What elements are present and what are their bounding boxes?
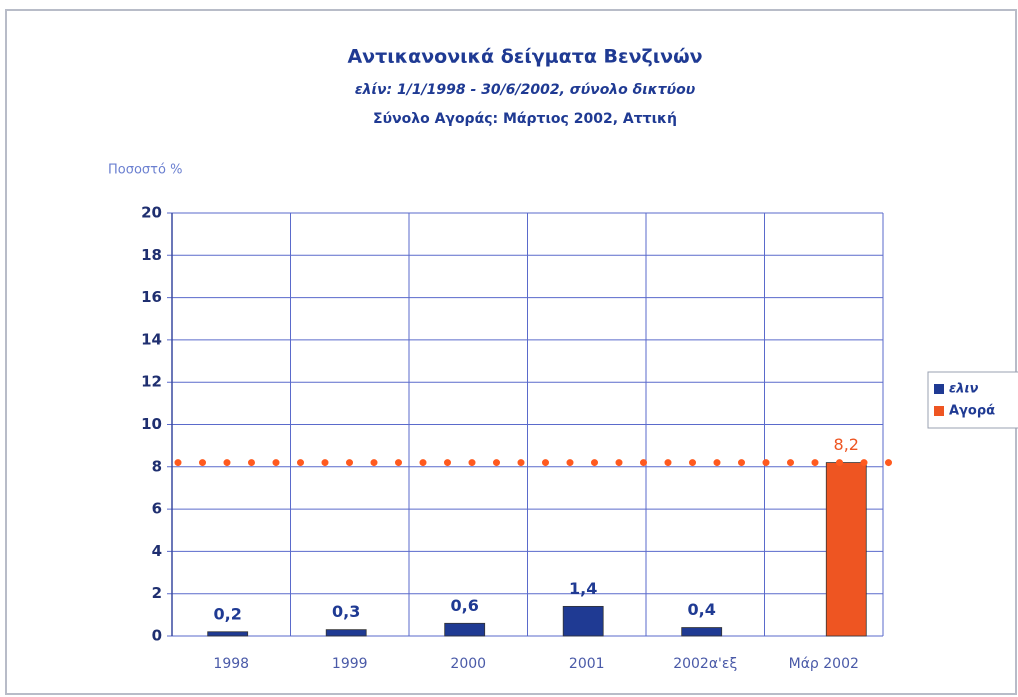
y-tick-label: 18 [141, 246, 162, 264]
y-tick-label: 14 [141, 330, 162, 348]
legend-label: Αγορά [949, 404, 995, 419]
y-axis-label: Ποσοστό % [108, 163, 182, 178]
x-tick-label: 1998 [213, 656, 249, 672]
y-tick-label: 12 [141, 373, 162, 391]
data-label: 1,4 [569, 579, 597, 598]
y-tick-label: 16 [141, 288, 162, 306]
y-tick-label: 8 [152, 457, 162, 475]
y-tick-label: 10 [141, 415, 162, 433]
legend-label: ελιν [949, 382, 979, 397]
legend-swatch [934, 384, 944, 394]
x-tick-label: 1999 [332, 656, 368, 672]
y-tick-label: 2 [152, 584, 162, 602]
x-tick-label: 2002α'εξ [673, 656, 737, 672]
bar [681, 627, 723, 637]
x-tick-label: 2000 [450, 656, 486, 672]
x-tick-label: Μάρ 2002 [789, 656, 859, 672]
legend-swatch [934, 406, 944, 416]
x-tick-label: 2001 [569, 656, 605, 672]
data-label: 0,4 [688, 600, 716, 619]
y-tick-label: 20 [141, 204, 162, 222]
data-label: 8,2 [834, 435, 859, 454]
bar [825, 462, 867, 637]
bar [444, 622, 486, 637]
legend-box [927, 371, 1018, 429]
y-tick-label: 4 [152, 542, 162, 560]
y-tick-label: 0 [152, 627, 162, 645]
bar [562, 605, 604, 637]
y-tick-label: 6 [152, 500, 162, 518]
bar [207, 631, 249, 637]
data-label: 0,6 [451, 596, 479, 615]
data-label: 0,3 [332, 602, 360, 621]
data-label: 0,2 [214, 604, 242, 623]
bar [325, 629, 367, 637]
chart-subtitle: Σύνολο Αγοράς: Μάρτιος 2002, Αττική [373, 111, 677, 127]
chart-subtitle: ελίν: 1/1/1998 - 30/6/2002, σύνολο δικτύ… [355, 82, 696, 98]
chart-title: Αντικανονικά δείγματα Βενζινών [347, 46, 702, 68]
